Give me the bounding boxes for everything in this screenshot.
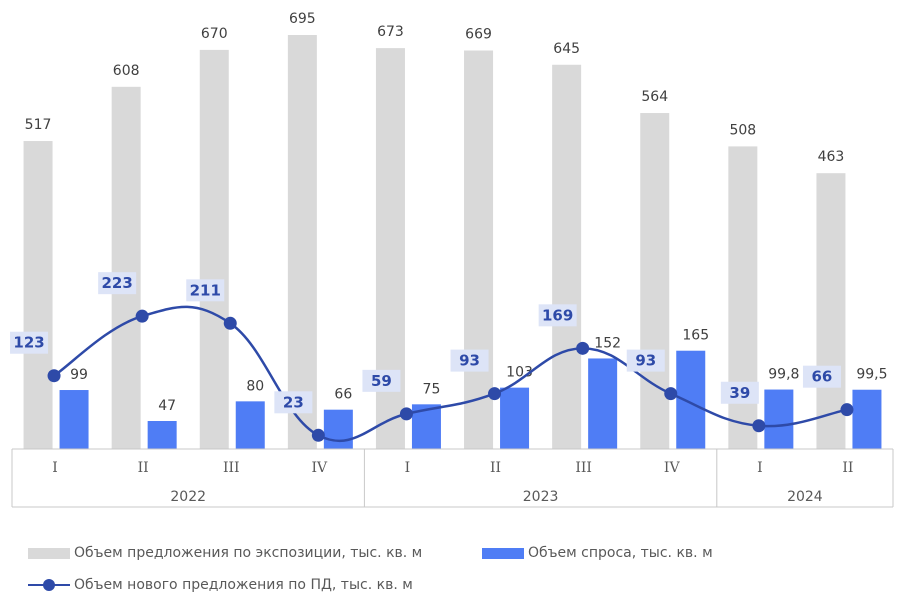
- bar-demand: [588, 358, 618, 449]
- data-label-box-new-supply: [274, 391, 313, 414]
- legend-item-new-supply: Объем нового предложения по ПД, тыс. кв.…: [28, 577, 413, 593]
- point-new-supply: [47, 369, 61, 383]
- data-label-demand: 99,8: [768, 367, 799, 383]
- x-tick-label: III: [575, 460, 592, 476]
- legend-item-exposure: Объем предложения по экспозиции, тыс. кв…: [28, 545, 422, 561]
- data-label-new-supply: 169: [542, 306, 573, 324]
- data-label-exposure: 508: [729, 122, 756, 138]
- data-label-box-new-supply: [720, 381, 759, 404]
- data-label-box-new-supply: [362, 369, 401, 392]
- bar-demand: [235, 401, 265, 449]
- data-label-new-supply: 123: [13, 334, 44, 352]
- data-label-demand: 152: [594, 335, 621, 351]
- x-tick-label: III: [223, 460, 240, 476]
- bar-demand: [147, 421, 177, 449]
- point-new-supply: [135, 309, 149, 323]
- line-new-supply: [53, 305, 848, 442]
- point-new-supply: [311, 428, 325, 442]
- point-new-supply: [488, 387, 502, 401]
- x-tick-label: II: [138, 460, 149, 476]
- point-new-supply: [399, 407, 413, 421]
- data-label-exposure: 564: [641, 89, 668, 105]
- data-label-demand: 99,5: [856, 367, 887, 383]
- bar-demand: [323, 409, 353, 449]
- point-new-supply: [752, 419, 766, 433]
- legend-swatch-new-supply: [28, 579, 70, 591]
- legend-item-demand: Объем спроса, тыс. кв. м: [482, 545, 713, 561]
- bar-exposure: [464, 50, 494, 450]
- data-label-exposure: 463: [818, 149, 845, 165]
- legend-label-demand: Объем спроса, тыс. кв. м: [528, 545, 713, 561]
- data-label-new-supply: 59: [371, 372, 392, 390]
- x-group-label: 2024: [787, 489, 823, 505]
- data-label-exposure: 669: [465, 26, 492, 42]
- data-label-demand: 66: [334, 387, 352, 403]
- bar-exposure: [640, 113, 670, 449]
- bar-exposure: [287, 35, 317, 449]
- x-tick-label: I: [757, 460, 763, 476]
- point-new-supply: [576, 341, 590, 355]
- data-label-exposure: 608: [113, 63, 140, 79]
- legend-swatch-demand: [482, 547, 524, 559]
- data-label-box-new-supply: [98, 272, 137, 295]
- legend-label-new-supply: Объем нового предложения по ПД, тыс. кв.…: [74, 577, 413, 593]
- bar-exposure: [816, 173, 846, 450]
- data-label-exposure: 673: [377, 24, 404, 40]
- data-label-new-supply: 23: [283, 393, 304, 411]
- x-group-label: 2023: [523, 489, 559, 505]
- data-label-exposure: 670: [201, 26, 228, 42]
- data-label-new-supply: 93: [635, 352, 656, 370]
- data-label-demand: 47: [158, 398, 176, 414]
- x-tick-label: II: [842, 460, 853, 476]
- data-label-box-new-supply: [626, 349, 665, 372]
- bar-exposure: [199, 49, 229, 449]
- data-label-box-new-supply: [186, 279, 225, 302]
- data-label-demand: 165: [682, 328, 709, 344]
- data-label-exposure: 695: [289, 11, 316, 27]
- x-group-label: 2022: [170, 489, 206, 505]
- data-label-exposure: 645: [553, 41, 580, 57]
- data-label-new-supply: 39: [729, 384, 750, 402]
- x-tick-label: I: [52, 460, 58, 476]
- point-new-supply: [840, 403, 854, 417]
- data-label-demand: 99: [70, 367, 88, 383]
- data-label-new-supply: 66: [812, 368, 833, 386]
- bar-exposure: [111, 86, 141, 449]
- bar-demand: [676, 350, 706, 449]
- bar-demand: [500, 387, 530, 449]
- point-new-supply: [664, 387, 678, 401]
- x-tick-label: IV: [664, 460, 681, 476]
- data-label-new-supply: 93: [459, 352, 480, 370]
- data-label-box-new-supply: [538, 304, 577, 327]
- data-label-box-new-supply: [10, 331, 49, 354]
- legend-swatch-exposure: [28, 547, 70, 559]
- bar-demand: [764, 389, 794, 449]
- data-label-new-supply: 223: [101, 274, 132, 292]
- bar-demand: [59, 390, 89, 449]
- x-tick-label: I: [405, 460, 411, 476]
- bar-exposure: [23, 141, 53, 449]
- data-label-demand: 75: [423, 381, 441, 397]
- data-label-exposure: 517: [25, 117, 52, 133]
- data-label-new-supply: 211: [190, 281, 221, 299]
- legend-label-exposure: Объем предложения по экспозиции, тыс. кв…: [74, 545, 423, 561]
- x-tick-label: IV: [312, 460, 329, 476]
- data-label-box-new-supply: [802, 365, 841, 388]
- x-tick-label: II: [490, 460, 501, 476]
- data-label-demand: 80: [246, 378, 264, 394]
- bar-demand: [852, 389, 882, 449]
- point-new-supply: [223, 316, 237, 330]
- bar-exposure: [552, 64, 582, 449]
- data-label-box-new-supply: [450, 349, 489, 372]
